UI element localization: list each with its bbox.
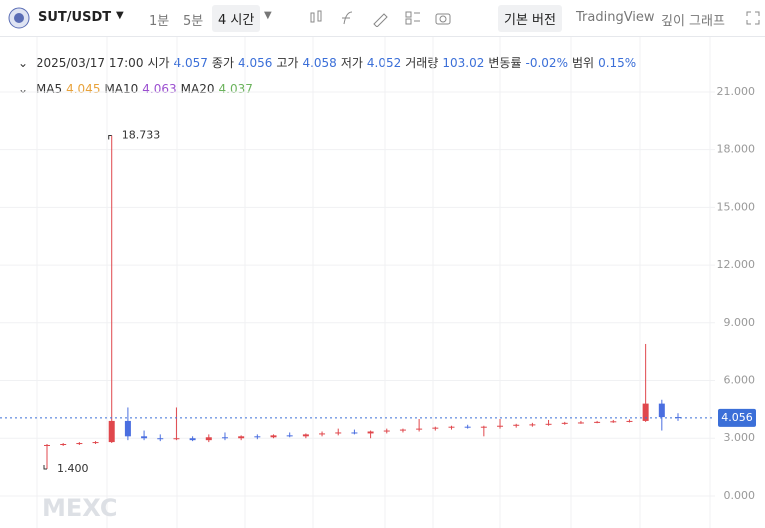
tool-icons[interactable] bbox=[308, 9, 458, 27]
toggle[interactable]: ⌄ bbox=[18, 56, 29, 70]
candle-body bbox=[351, 432, 358, 434]
low-pointer bbox=[43, 465, 47, 470]
coin-icon bbox=[8, 7, 30, 29]
y-tick-label: 18.000 bbox=[717, 143, 756, 156]
candle-body bbox=[157, 438, 164, 440]
candle-body bbox=[60, 444, 67, 446]
candle-body bbox=[173, 438, 180, 440]
last-price-box bbox=[718, 408, 756, 427]
candle-body bbox=[513, 424, 520, 426]
candle-body bbox=[642, 403, 649, 421]
candle-body bbox=[610, 421, 617, 423]
y-tick-label: 6.000 bbox=[724, 374, 756, 387]
y-tick-label: 0.000 bbox=[724, 489, 756, 502]
pair[interactable]: SUT/USDT bbox=[38, 10, 112, 25]
y-tick-label: 12.000 bbox=[717, 258, 756, 271]
ma-label: MA20 bbox=[180, 82, 215, 96]
field-value: 4.052 bbox=[366, 56, 402, 70]
fullscreen-icon[interactable] bbox=[746, 11, 760, 25]
candle-body bbox=[92, 442, 99, 444]
candle-body bbox=[497, 425, 504, 427]
candle-body bbox=[141, 436, 148, 439]
candle-body bbox=[626, 420, 633, 422]
candle-body bbox=[675, 417, 681, 419]
ohlc-info: ⌄ 2025/03/17 17:00 시가 4.057 종가 4.056 고가 4.058 저… bbox=[18, 54, 640, 71]
field-value: 4.058 bbox=[302, 56, 337, 70]
dropdown[interactable]: ▼ bbox=[264, 10, 272, 21]
candle-body bbox=[399, 429, 406, 431]
candle-body bbox=[319, 433, 326, 435]
candle-body bbox=[577, 422, 584, 424]
view-active[interactable]: 기본 버전 bbox=[498, 5, 562, 32]
candle-body bbox=[124, 420, 131, 437]
candle-body bbox=[561, 422, 568, 424]
field-label: 거래량 bbox=[405, 56, 439, 70]
datetime: 2025/03/17 17:00 bbox=[35, 56, 144, 70]
toggle[interactable]: ⌄ bbox=[18, 82, 29, 96]
candle-body bbox=[658, 403, 665, 418]
candle-body bbox=[480, 426, 487, 428]
y-tick-label: 3.000 bbox=[724, 431, 756, 444]
field-label: 변동률 bbox=[488, 56, 522, 70]
dropdown[interactable]: ▼ bbox=[116, 10, 124, 21]
candle-body bbox=[432, 427, 439, 429]
candle-body bbox=[221, 437, 228, 439]
candle-body bbox=[464, 426, 471, 428]
last-price-label: 4.056 bbox=[721, 411, 753, 424]
watermark: MEXC bbox=[42, 494, 118, 522]
y-tick-label: 9.000 bbox=[724, 316, 756, 329]
high-label: 18.733 bbox=[122, 129, 161, 142]
candle-body bbox=[205, 437, 212, 441]
ma-label: MA5 bbox=[35, 82, 63, 96]
candle-body bbox=[302, 434, 309, 437]
field-label: 저가 bbox=[340, 56, 363, 70]
candle-body bbox=[108, 420, 115, 443]
ma-value: 4.045 bbox=[66, 82, 101, 96]
candle-body bbox=[270, 435, 277, 438]
low-label: 1.400 bbox=[57, 462, 89, 475]
candle-body bbox=[335, 432, 342, 434]
ma-info: ⌄ MA5 4.045 MA10 4.063 MA20 4.037 bbox=[18, 82, 257, 96]
candle-body bbox=[286, 435, 293, 437]
candle-body bbox=[238, 436, 245, 439]
candle-body bbox=[448, 426, 455, 428]
field-value: 0.15% bbox=[598, 56, 637, 70]
y-tick-label: 15.000 bbox=[717, 200, 756, 213]
chart: 0.000 3.000 6.000 9.000 12.000 15.000 18.000 21… bbox=[0, 37, 756, 528]
candle-body bbox=[529, 424, 536, 426]
view[interactable]: 깊이 그래프 bbox=[661, 14, 725, 29]
y-tick-label: 21.000 bbox=[717, 85, 756, 98]
field-label: 고가 bbox=[276, 56, 299, 70]
candle-body bbox=[545, 423, 552, 425]
candle-body bbox=[416, 428, 423, 430]
field-label: 시가 bbox=[147, 56, 170, 70]
candle-body bbox=[367, 431, 374, 434]
field-value: -0.02% bbox=[525, 56, 568, 70]
ma-label: MA10 bbox=[104, 82, 139, 96]
toolbar: SUT/USDT ▼ 1분 5분 4 시간 ▼ 기본 버전 TradingVie… bbox=[0, 0, 765, 37]
candle-body bbox=[594, 421, 601, 423]
field-label: 범위 bbox=[571, 56, 595, 70]
field-value: 4.057 bbox=[173, 56, 208, 70]
view[interactable]: TradingView bbox=[576, 10, 655, 25]
field-label: 종가 bbox=[211, 56, 234, 70]
candle-body bbox=[254, 436, 261, 438]
field-value: 4.056 bbox=[238, 56, 273, 70]
candle-body bbox=[44, 444, 50, 446]
candle-body bbox=[189, 438, 196, 441]
interval[interactable]: 1분 bbox=[149, 14, 170, 29]
ma-value: 4.063 bbox=[142, 82, 177, 96]
interval-active[interactable]: 4 시간 bbox=[212, 5, 261, 32]
field-value: 103.02 bbox=[442, 56, 485, 70]
candle-body bbox=[76, 443, 83, 445]
high-pointer bbox=[108, 135, 112, 140]
interval[interactable]: 5분 bbox=[183, 14, 204, 29]
candle-body bbox=[383, 430, 390, 432]
ma-value: 4.037 bbox=[218, 82, 253, 96]
